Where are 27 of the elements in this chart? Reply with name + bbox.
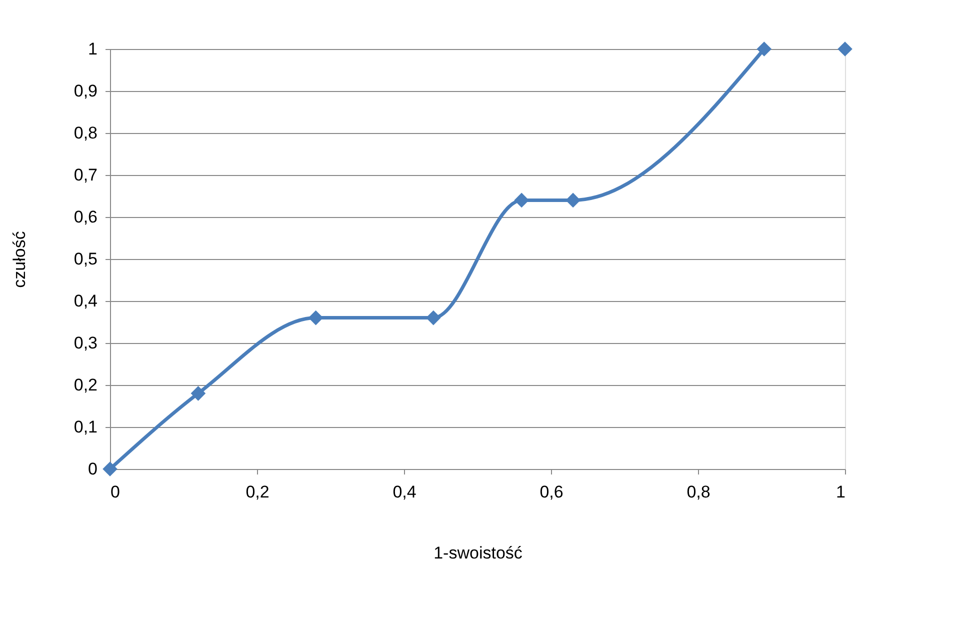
point [190,386,206,401]
y-tick-label: 1 [88,40,98,58]
y-tick-label: 0,9 [74,82,98,100]
x-tick-label: 1 [836,482,846,502]
x-tick-label: 0,8 [686,482,710,502]
x-tick-label: 0,2 [246,482,270,502]
y-tick-label: 0,5 [74,250,98,268]
point [756,42,772,56]
point [426,310,441,326]
point [308,310,324,326]
x-tick-label: 0 [110,482,120,502]
y-tick-label: 0,4 [74,292,98,310]
y-tick-label: 0,6 [74,208,98,226]
y-tick-label: 0 [88,460,98,478]
y-axis-title: czułość [10,230,29,288]
y-tick-label: 0,2 [74,376,98,394]
point [514,192,530,208]
x-axis-title: 1-swoistość [434,544,523,562]
y-tick-label: 0,7 [74,166,98,184]
y-tick-label: 0,8 [74,124,98,142]
y-tick-label: 0,1 [74,418,98,436]
x-tick-label: 0,4 [392,482,416,502]
y-tick-label: 0,3 [74,334,98,352]
point [102,462,118,476]
point [838,42,852,56]
x-tick-label: 0,6 [540,482,564,502]
point [566,192,580,208]
